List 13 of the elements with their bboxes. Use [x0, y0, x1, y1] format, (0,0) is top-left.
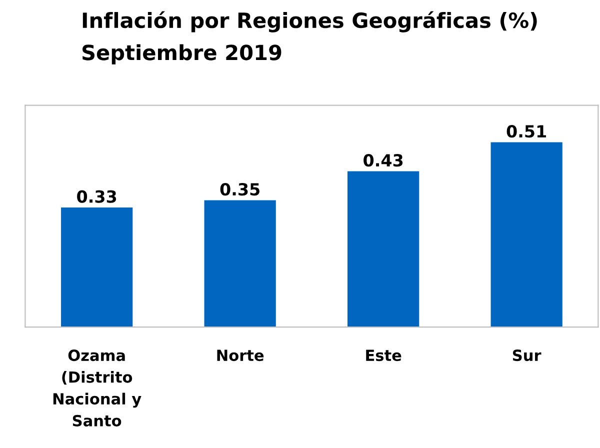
data-label: 0.43 — [364, 154, 403, 167]
data-label: 0.35 — [220, 182, 260, 196]
bar — [204, 200, 276, 328]
data-label: 0.33 — [77, 190, 116, 203]
chart-title: Inflación por Regiones Geográficas (%) Septiembre 2019 — [82, 11, 537, 64]
data-label: 0.51 — [506, 125, 546, 138]
bar — [490, 142, 562, 328]
bar — [348, 171, 420, 328]
x-tick-label: Norte — [217, 350, 264, 362]
bar — [61, 207, 133, 328]
x-tick-label: Ozama (Distrito Nacional y Santo — [53, 350, 142, 426]
x-tick-label: Este — [366, 350, 402, 362]
x-tick-label: Sur — [512, 350, 542, 362]
